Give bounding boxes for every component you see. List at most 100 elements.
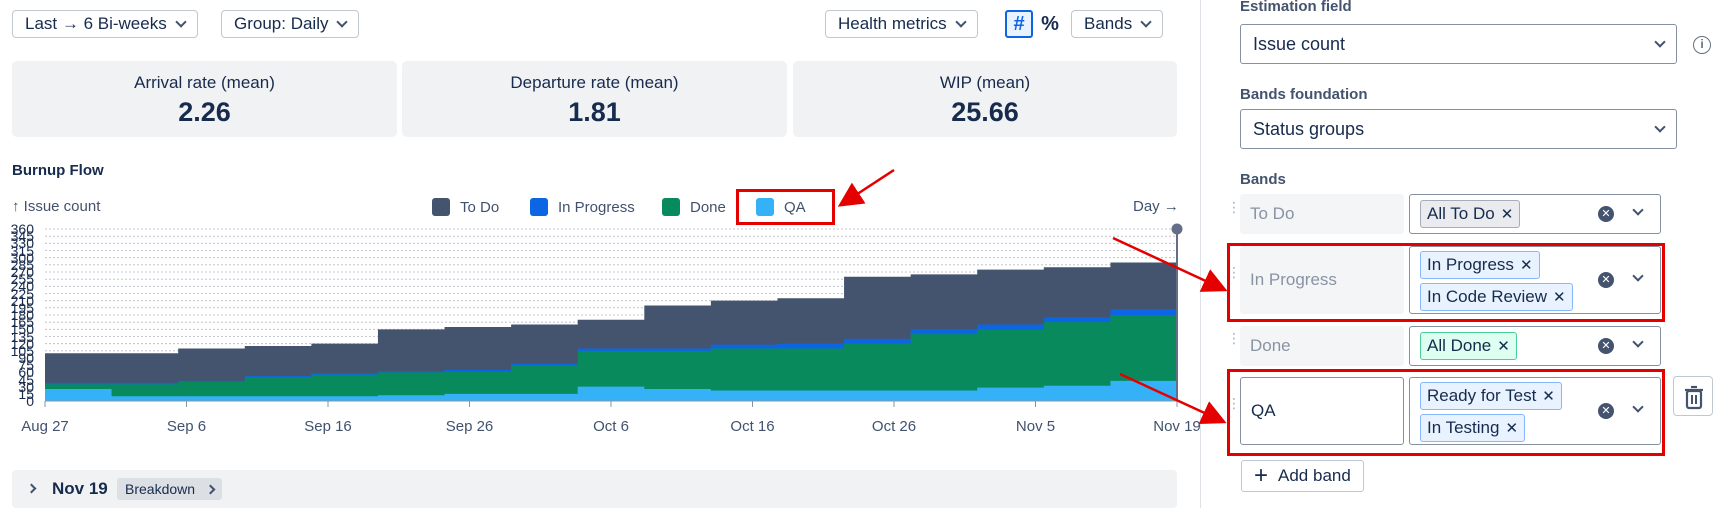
panel-divider: [1200, 0, 1201, 508]
y-tick-label: 75: [18, 357, 34, 374]
info-icon[interactable]: i: [1693, 36, 1711, 54]
y-tick-label: 30: [18, 378, 34, 395]
delete-band-button[interactable]: [1673, 376, 1713, 416]
band-statuses-to-do[interactable]: All To Do ✕ ✕: [1409, 194, 1661, 234]
legend-swatch: [662, 198, 680, 216]
chevron-down-icon: [1654, 121, 1666, 133]
legend-swatch: [530, 198, 548, 216]
clear-icon[interactable]: ✕: [1598, 403, 1614, 419]
remove-tag-icon[interactable]: ✕: [1542, 388, 1555, 405]
x-axis-label: Day →: [1133, 198, 1179, 215]
status-tag-label: All Done: [1427, 336, 1492, 355]
y-tick-label: 285: [10, 256, 34, 273]
metric-value: 1.81: [568, 97, 621, 127]
breakdown-bar[interactable]: Nov 19 Breakdown: [12, 470, 1177, 508]
range-selector[interactable]: Last → 6 Bi-weeks: [12, 10, 198, 38]
plus-icon: +: [1254, 462, 1269, 489]
band-name-qa[interactable]: QA: [1240, 377, 1404, 445]
status-tag: In Code Review ✕: [1420, 283, 1573, 311]
percent-icon: %: [1041, 13, 1059, 35]
band-name-label: In Progress: [1250, 270, 1337, 289]
trash-icon: [1685, 385, 1703, 410]
breakdown-button[interactable]: Breakdown: [117, 478, 223, 500]
x-tick-label: Oct 6: [593, 418, 629, 435]
date-cursor-handle[interactable]: [1171, 223, 1183, 235]
y-tick-label: 300: [10, 249, 34, 266]
band-name-in-progress[interactable]: In Progress: [1240, 246, 1404, 314]
y-tick-label: 270: [10, 264, 34, 280]
status-tag: All Done ✕: [1420, 332, 1517, 360]
x-tick-label: Oct 26: [871, 418, 917, 435]
remove-tag-icon[interactable]: ✕: [1519, 257, 1533, 274]
bands-selector[interactable]: Bands: [1071, 10, 1164, 38]
chevron-right-icon[interactable]: [26, 483, 37, 494]
bands-foundation-label: Bands foundation: [1240, 86, 1368, 103]
legend-item-done[interactable]: Done: [662, 198, 726, 216]
x-tick-label: Oct 16: [730, 418, 775, 435]
status-tag: All To Do ✕: [1420, 200, 1521, 228]
legend-item-in-progress[interactable]: In Progress: [530, 198, 635, 216]
band-name-label: To Do: [1250, 204, 1295, 223]
health-metrics-selector[interactable]: Health metrics: [825, 10, 978, 38]
remove-tag-icon[interactable]: ✕: [1553, 289, 1566, 306]
add-band-button[interactable]: + Add band: [1241, 460, 1364, 492]
x-tick-label: Sep 26: [445, 418, 494, 435]
remove-tag-icon[interactable]: ✕: [1497, 338, 1510, 355]
chevron-down-icon[interactable]: [1632, 336, 1644, 348]
y-tick-label: 120: [10, 335, 34, 352]
band-statuses-done[interactable]: All Done ✕ ✕: [1409, 326, 1661, 366]
chevron-right-icon: [205, 484, 216, 494]
clear-icon[interactable]: ✕: [1598, 338, 1614, 354]
status-tag: Ready for Test ✕: [1420, 382, 1562, 410]
y-tick-label: 240: [10, 278, 34, 295]
breakdown-date: Nov 19: [52, 479, 108, 498]
y-tick-label: 360: [10, 221, 34, 237]
drag-handle-icon[interactable]: ⋮⋮: [1227, 330, 1253, 346]
legend-label: QA: [784, 198, 806, 216]
bands-foundation-select[interactable]: Status groups: [1240, 109, 1677, 149]
y-tick-label: 15: [18, 385, 34, 402]
y-tick-label: 165: [10, 314, 34, 331]
legend-label: In Progress: [558, 198, 635, 216]
band-name-label: QA: [1251, 401, 1276, 420]
band-name-to-do[interactable]: To Do: [1240, 194, 1404, 234]
y-tick-label: 180: [10, 307, 34, 323]
clear-icon[interactable]: ✕: [1598, 272, 1614, 288]
band-statuses-in-progress[interactable]: In Progress ✕ In Code Review ✕ ✕: [1409, 246, 1661, 314]
band-name-done[interactable]: Done: [1240, 326, 1404, 366]
legend-swatch: [432, 198, 450, 216]
chevron-down-icon: [1654, 36, 1666, 48]
metric-label: Departure rate (mean): [510, 73, 679, 92]
percent-mode-button[interactable]: %: [1036, 10, 1064, 38]
legend-item-qa[interactable]: QA: [756, 198, 806, 216]
metric-label: Arrival rate (mean): [134, 73, 275, 92]
y-tick-label: 135: [10, 328, 34, 345]
legend-item-to-do[interactable]: To Do: [432, 198, 499, 216]
group-selector[interactable]: Group: Daily: [221, 10, 360, 38]
y-tick-label: 105: [10, 342, 34, 359]
y-tick-label: 45: [18, 371, 34, 388]
drag-handle-icon[interactable]: ⋮⋮: [1227, 199, 1253, 215]
annotation-box-in-progress-band: [1227, 243, 1665, 322]
legend-label: Done: [690, 198, 726, 216]
remove-tag-icon[interactable]: ✕: [1505, 420, 1519, 437]
estimation-value: Issue count: [1253, 33, 1346, 54]
health-label: Health metrics: [838, 14, 947, 33]
clear-icon[interactable]: ✕: [1598, 206, 1614, 222]
chevron-down-icon[interactable]: [1632, 204, 1644, 216]
metric-value: 25.66: [951, 97, 1019, 127]
status-tag-label: In Code Review: [1427, 287, 1548, 306]
estimation-field-select[interactable]: Issue count: [1240, 24, 1677, 64]
band-statuses-qa[interactable]: Ready for Test ✕ In Testing ✕ ✕: [1409, 377, 1661, 445]
count-mode-button[interactable]: #: [1005, 10, 1033, 38]
status-tag-label: In Testing: [1427, 418, 1500, 437]
metric-card-wip: WIP (mean) 25.66: [793, 61, 1177, 137]
y-tick-label: 0: [26, 393, 34, 409]
x-tick-label: Sep 6: [166, 418, 207, 435]
foundation-value: Status groups: [1253, 118, 1365, 139]
metric-card-arrival: Arrival rate (mean) 2.26: [12, 61, 397, 137]
remove-tag-icon[interactable]: ✕: [1500, 206, 1514, 223]
status-tag: In Testing ✕: [1420, 414, 1526, 442]
y-tick-label: 255: [10, 271, 34, 288]
y-tick-label: 195: [10, 299, 34, 316]
